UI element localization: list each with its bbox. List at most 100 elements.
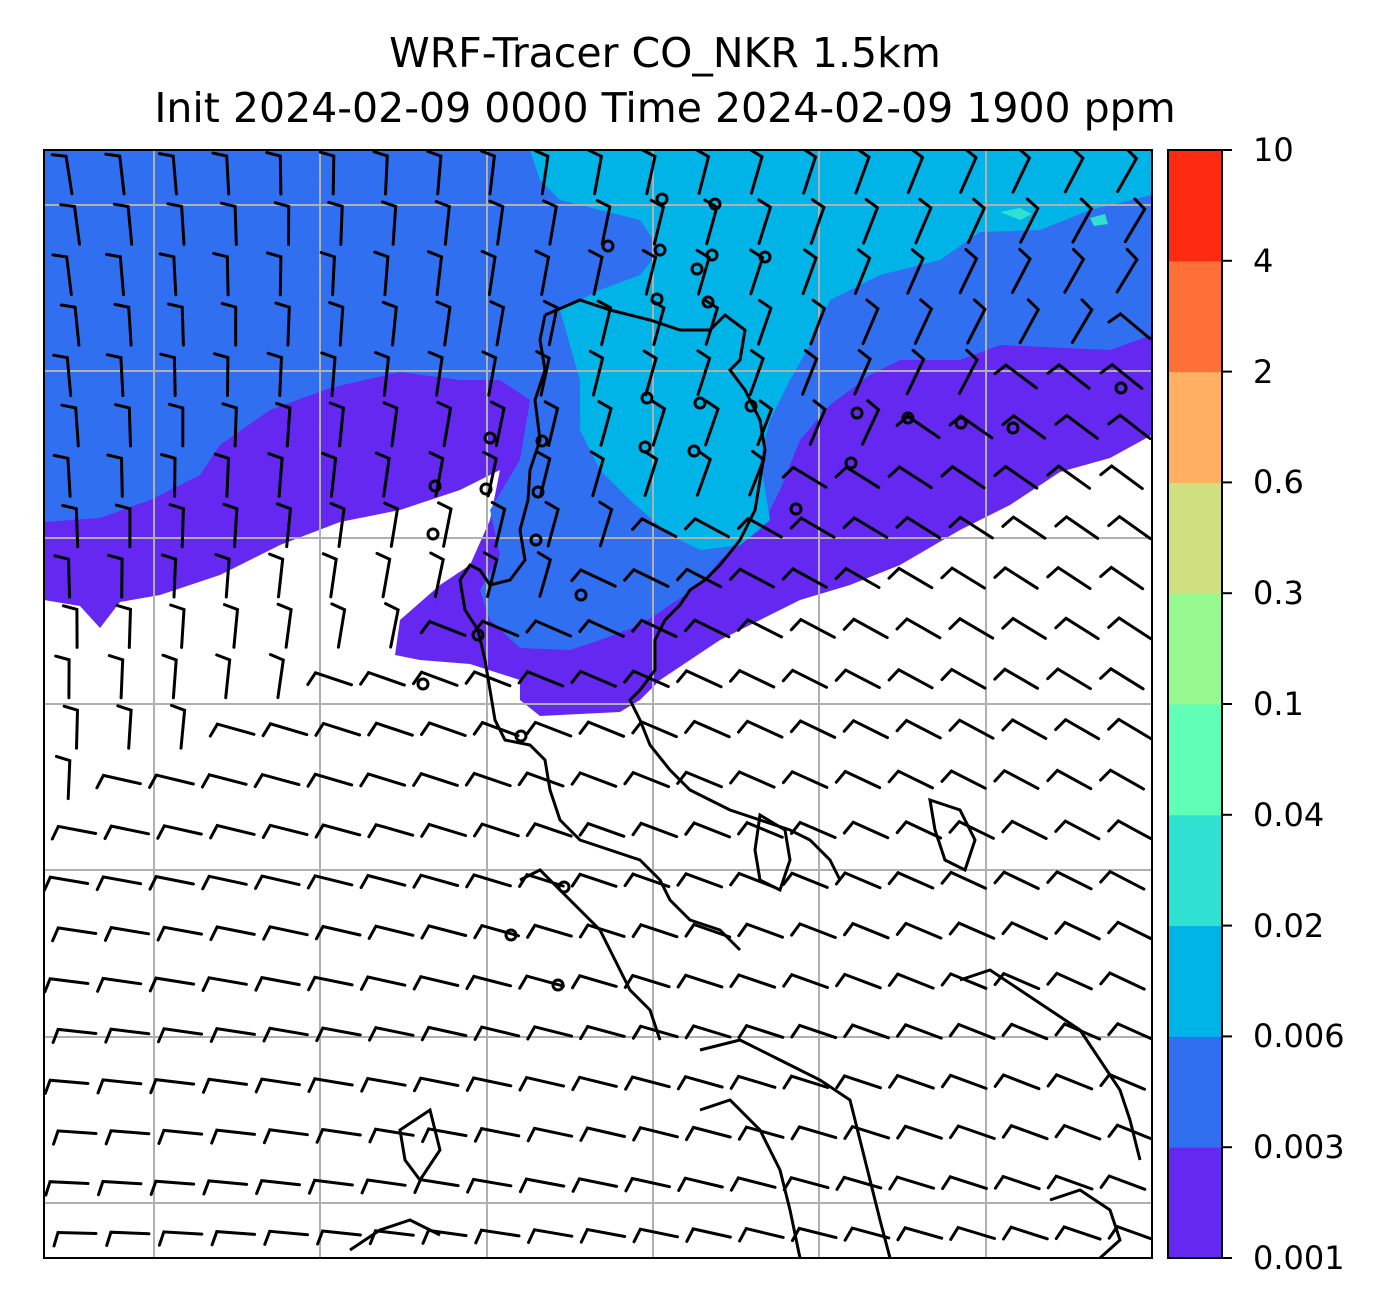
wind-barb (571, 1075, 618, 1092)
wind-barb (1107, 413, 1152, 440)
wind-barb (748, 449, 766, 497)
wind-barb (643, 450, 659, 497)
wind-barb (887, 566, 934, 590)
wind-barb (95, 875, 143, 892)
wind-barb (222, 502, 239, 549)
wind-barb (429, 551, 445, 599)
wind-barb (861, 399, 881, 446)
wind-barb (373, 250, 390, 297)
wind-barb (473, 1126, 521, 1143)
wind-barb (949, 1225, 996, 1241)
wind-barb (52, 453, 72, 498)
wind-barb (480, 249, 497, 297)
wind-barb (464, 670, 512, 688)
wind-barb (200, 773, 248, 789)
wind-barb (368, 1229, 415, 1246)
wind-barb (737, 1023, 785, 1039)
wind-barb (201, 874, 248, 891)
wind-barb (631, 719, 678, 739)
wind-barb (632, 1125, 679, 1142)
wind-barb (623, 770, 671, 789)
wind-barb (411, 670, 459, 687)
wind-barb (1001, 920, 1048, 941)
wind-barb (729, 1176, 777, 1192)
wind-barb (328, 301, 345, 347)
wind-barb (958, 348, 979, 395)
colorbar-segment (1168, 1147, 1222, 1259)
wind-barb (940, 566, 986, 590)
wind-barb (571, 974, 618, 990)
wind-barb (895, 820, 943, 840)
wind-barb (940, 769, 987, 790)
wind-barb (914, 197, 933, 245)
colorbar-segment (1168, 593, 1222, 705)
wind-barb (1054, 413, 1099, 440)
wind-barb (526, 923, 573, 939)
wind-barb (940, 972, 988, 990)
wind-barb (624, 1176, 671, 1193)
wind-barb (862, 197, 880, 245)
wind-barb (1001, 1022, 1049, 1041)
wind-barb (801, 248, 818, 296)
wind-barb (368, 1026, 415, 1042)
wind-barb (571, 1177, 619, 1193)
wind-barb (790, 1125, 838, 1141)
wind-barb (360, 1076, 407, 1093)
wind-barb (748, 349, 765, 396)
wind-barb (61, 604, 79, 649)
wind-barb (1001, 1123, 1049, 1141)
wind-barb (578, 923, 626, 939)
wind-barb (255, 1178, 301, 1196)
wind-barb (631, 1024, 679, 1040)
wind-barb (267, 452, 284, 498)
wind-barb (329, 502, 346, 548)
wind-barb (263, 1229, 309, 1246)
wind-barb (578, 821, 626, 838)
wind-barb (157, 152, 178, 196)
wind-barb (262, 1128, 309, 1145)
wind-barb (220, 302, 238, 347)
colorbar-tick-label: 0.3 (1253, 574, 1304, 613)
wind-barb (993, 566, 1039, 590)
wind-barb (1107, 717, 1152, 741)
wind-barb (1099, 565, 1145, 591)
wind-barb (738, 1226, 785, 1243)
wind-barb (265, 151, 283, 196)
wind-barb (843, 1124, 891, 1140)
wind-barb (1054, 515, 1100, 540)
colorbar-segment (1168, 260, 1222, 373)
wind-barb (834, 465, 881, 489)
wind-barb (1054, 920, 1101, 941)
wind-barb (895, 414, 941, 440)
wind-barb (261, 823, 309, 839)
colorbar (1168, 150, 1222, 1259)
wind-barb (595, 199, 612, 246)
colorbar-tick-label: 0.006 (1253, 1017, 1345, 1056)
wind-barb (887, 667, 934, 690)
wind-barb (623, 973, 671, 989)
wind-barb (533, 150, 550, 196)
wind-barb (835, 972, 882, 990)
wind-barb (525, 822, 573, 838)
wind-barb (895, 617, 942, 640)
wind-barb (1046, 768, 1093, 791)
wind-barb (578, 720, 626, 738)
wind-barb (481, 350, 498, 397)
wind-barb (307, 1178, 354, 1195)
wind-barb (642, 349, 658, 397)
wind-barb (474, 1228, 521, 1245)
wind-barb (1046, 464, 1092, 490)
wind-barb (103, 824, 150, 841)
wind-barb (464, 771, 512, 788)
wind-barb (253, 772, 301, 789)
wind-barb (201, 976, 248, 992)
wind-barb (105, 1230, 151, 1247)
wind-barb (59, 203, 81, 246)
wind-barb (1018, 298, 1041, 345)
wind-barb (210, 1230, 257, 1247)
wind-barb (53, 554, 71, 599)
wind-barb (374, 351, 391, 397)
wind-barb (97, 1179, 143, 1197)
wind-barb (888, 1073, 935, 1090)
